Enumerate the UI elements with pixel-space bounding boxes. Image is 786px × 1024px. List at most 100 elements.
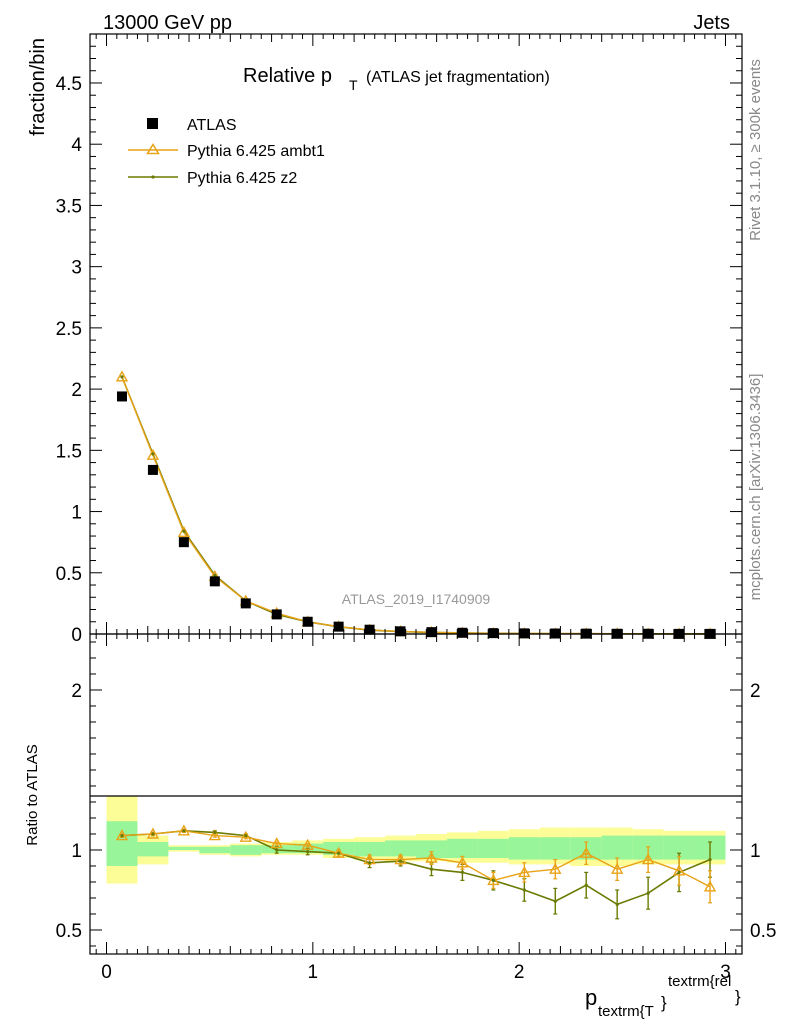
band-inner: [168, 846, 200, 850]
ambt1-point: [146, 448, 160, 460]
x-axis-label-main: p: [585, 985, 597, 1010]
ratio-plot-axes: 0.5 0.5 1 1 2 2 0 1 2 3: [56, 634, 776, 983]
atlas-point: [147, 464, 158, 475]
plot-title-main: Relative p: [243, 65, 332, 87]
ambt1-ratio-point: [394, 853, 407, 865]
x-tick-label: 0: [101, 962, 112, 983]
x-tick-label: 3: [720, 962, 731, 983]
atlas-point: [240, 598, 251, 609]
ratio-plot-frame: [89, 633, 743, 955]
band-inner: [508, 837, 540, 860]
ambt1-ratio-point: [703, 880, 717, 892]
z2-ratio-line: [121, 829, 711, 906]
ratio-y-tick-label-right: 2: [750, 681, 761, 702]
x-axis-label-end: }: [735, 987, 741, 1006]
band-inner: [539, 837, 571, 860]
y-tick-label: 0.5: [56, 564, 82, 585]
band-inner: [601, 835, 633, 860]
atlas-point: [519, 628, 530, 639]
z2-ratio-point: [615, 902, 619, 907]
ambt1-point: [115, 370, 129, 382]
z2-ratio-point: [646, 891, 650, 895]
z2-ratio-point: [491, 878, 495, 883]
atlas-point: [488, 628, 499, 639]
analysis-id: ATLAS_2019_I1740909: [342, 591, 491, 607]
ambt1-ratio-point: [239, 830, 252, 842]
band-inner: [230, 845, 262, 855]
atlas-point: [395, 626, 406, 637]
atlas-point: [302, 616, 313, 627]
band-inner: [385, 840, 416, 857]
z2-ratio-point: [553, 899, 557, 903]
ambt1-ratio-point: [208, 829, 222, 841]
ambt1-ratio-point: [549, 862, 562, 874]
y-tick-label: 1: [71, 503, 82, 524]
z2-ratio-point: [151, 832, 155, 836]
z2-ratio-point: [584, 883, 588, 887]
mcplots-label: mcplots.cern.ch [arXiv:1306.3436]: [747, 374, 764, 601]
z2-ratio-point: [367, 861, 372, 865]
y-tick-label: 2: [71, 380, 82, 401]
z2-point: [182, 529, 186, 533]
legend: ATLAS Pythia 6.425 ambt1 Pythia 6.425 z2: [128, 117, 325, 187]
ratio-plot-marks: [115, 824, 717, 920]
z2-ratio-point: [708, 858, 712, 862]
x-axis-label-sub: textrm{T: [598, 1003, 654, 1020]
z2-ratio-point: [213, 830, 217, 835]
z2-ratio-point: [677, 870, 681, 875]
band-inner: [477, 838, 509, 858]
ambt1-ratio-point: [487, 873, 500, 886]
atlas-point: [271, 609, 282, 620]
atlas-point: [116, 391, 127, 402]
ratio-y-tick-label-right: 0.5: [750, 921, 776, 942]
ratio-y-tick-label: 2: [71, 681, 82, 702]
legend-label-ambt1: Pythia 6.425 ambt1: [187, 143, 325, 160]
z2-ratio-point: [182, 829, 186, 833]
x-axis-label-brace: }: [661, 993, 667, 1012]
legend-marker-ambt1: [146, 143, 160, 155]
plot-title-rest: (ATLAS jet fragmentation): [366, 69, 550, 86]
y-tick-label: 4.5: [56, 74, 82, 95]
z2-ratio-point: [460, 870, 465, 875]
ratio-y-tick-label-right: 1: [750, 841, 761, 862]
ambt1-ratio-point: [332, 846, 345, 858]
atlas-point: [333, 621, 344, 632]
band-inner: [354, 842, 386, 857]
ambt1-ratio-point: [518, 865, 531, 878]
legend-marker-z2: [151, 175, 155, 179]
band-inner: [106, 821, 138, 866]
band-inner: [137, 842, 169, 857]
ratio-y-tick-label: 0.5: [56, 921, 82, 942]
legend-label-atlas: ATLAS: [187, 117, 237, 134]
y-tick-label: 3.5: [56, 196, 82, 217]
atlas-point: [364, 624, 375, 635]
ratio-uncertainty-bands: [106, 795, 726, 884]
energy-label: 13000 GeV pp: [103, 12, 232, 34]
x-axis-label-sup: textrm{rel: [668, 973, 731, 990]
z2-point: [120, 375, 124, 379]
main-plot-panel: 0 0.5 1 1.5 2 2.5 3 3.5 4 4.5 fraction/bin ATLAS_…: [27, 33, 743, 646]
x-tick-label: 1: [308, 962, 319, 983]
ambt1-ratio-point: [456, 856, 469, 868]
legend-marker-atlas: [147, 118, 158, 129]
ambt1-ratio-line: [121, 830, 711, 888]
z2-ratio-point: [244, 834, 248, 838]
atlas-point: [457, 627, 468, 638]
plot-title-sub: T: [349, 77, 358, 93]
plot-title: Relative p T (ATLAS jet fragmentation): [243, 65, 550, 93]
ratio-y-axis-label: Ratio to ATLAS: [24, 744, 41, 845]
atlas-point: [426, 627, 437, 638]
x-tick-label: 2: [514, 962, 525, 983]
z2-ratio-point: [398, 859, 403, 863]
main-plot-axes: 0 0.5 1 1.5 2 2.5 3 3.5 4 4.5: [56, 33, 742, 646]
z2-ratio-point: [429, 867, 434, 871]
ambt1-ratio-point: [672, 864, 686, 876]
z2-ratio-point: [120, 834, 124, 838]
ambt1-ratio-point: [177, 824, 191, 836]
atlas-point: [178, 537, 189, 548]
y-tick-label: 2.5: [56, 319, 82, 340]
ambt1-ratio-point: [301, 838, 314, 850]
ambt1-ratio-point: [610, 862, 624, 874]
z2-point: [151, 452, 155, 456]
ratio-plot-panel: 0.5 0.5 1 1 2 2 0 1 2 3 Ratio to ATLAS p textrm{T…: [24, 633, 776, 1020]
